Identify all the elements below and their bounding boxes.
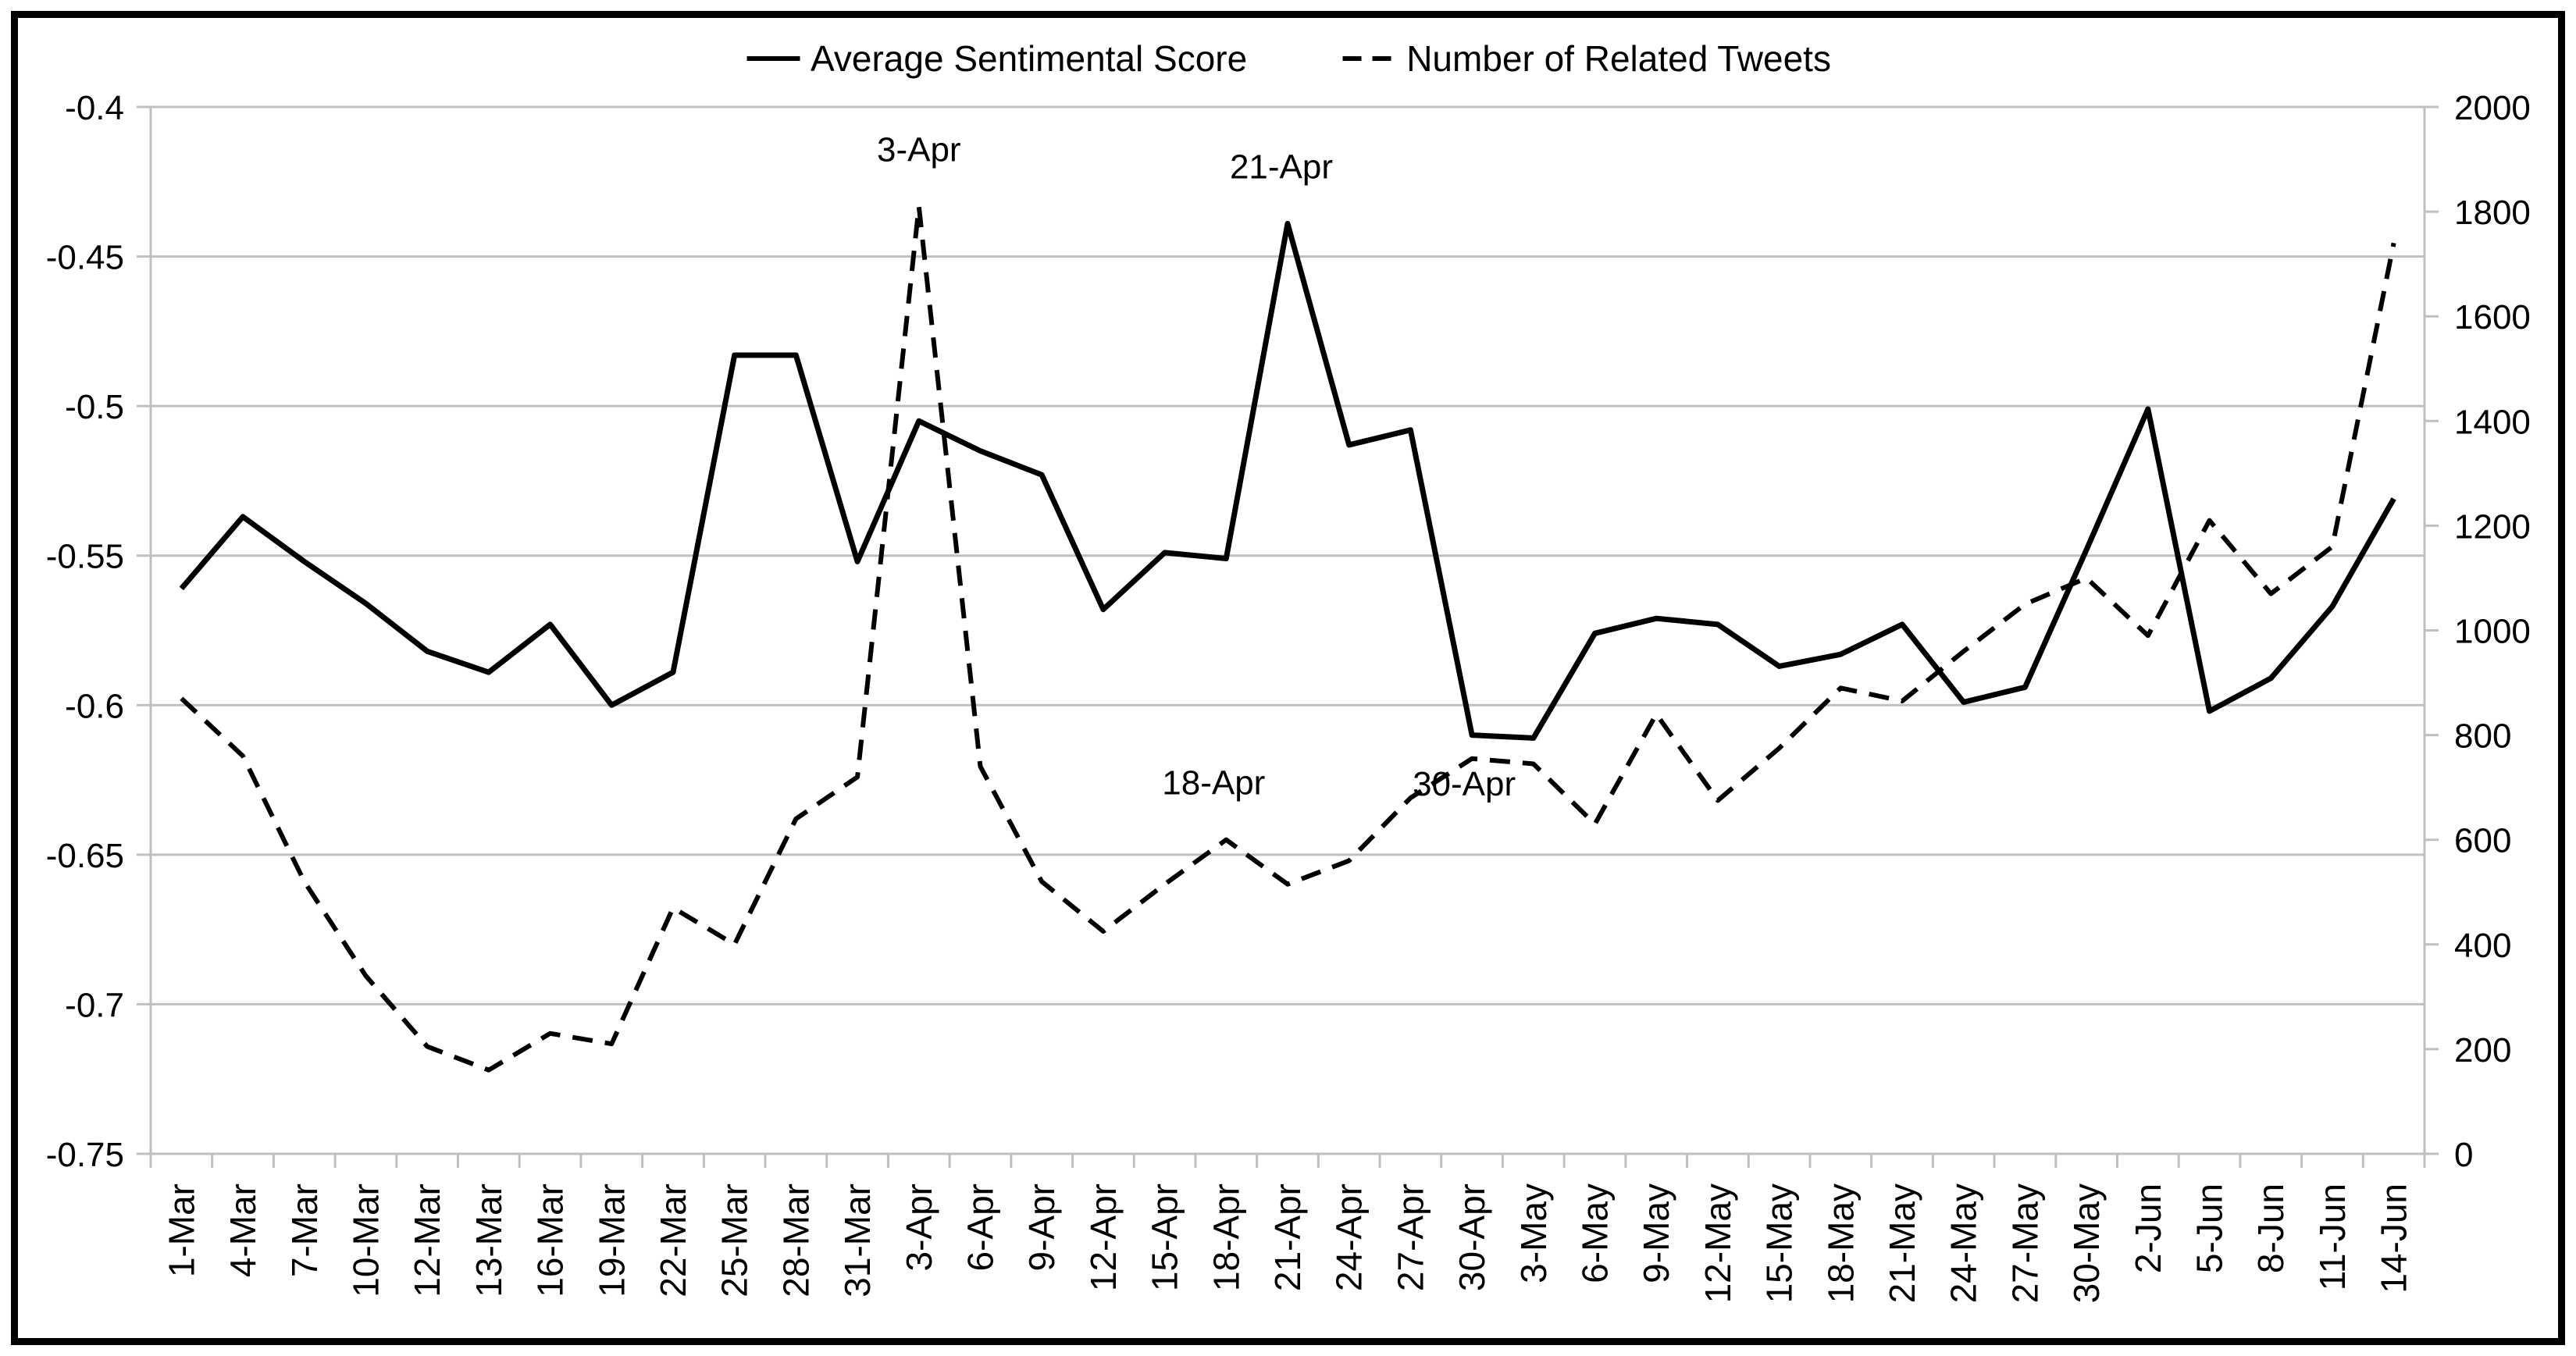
x-axis-label: 12-Mar	[407, 1183, 447, 1297]
x-axis-label: 7-Mar	[284, 1183, 325, 1277]
legend-item-tweets: Number of Related Tweets	[1341, 37, 1831, 80]
x-axis-label: 6-May	[1575, 1183, 1616, 1283]
annotation-label: 3-Apr	[877, 130, 961, 169]
left-axis-tick-label: -0.6	[65, 687, 124, 725]
annotation-label: 18-Apr	[1162, 764, 1265, 803]
right-axis-tick-label: 1400	[2454, 403, 2531, 441]
series-line-tweets	[180, 204, 2396, 1073]
left-axis-tick-label: -0.5	[65, 388, 124, 426]
right-axis-tick-label: 600	[2454, 822, 2511, 860]
x-axis-label: 25-Mar	[714, 1183, 755, 1297]
right-axis-tick-label: 0	[2454, 1136, 2473, 1174]
right-axis-tick-label: 1200	[2454, 507, 2531, 546]
x-axis-label: 2-Jun	[2128, 1183, 2168, 1273]
left-axis-tick-label: -0.45	[46, 239, 124, 277]
x-axis-label: 12-May	[1698, 1183, 1738, 1303]
x-axis-label: 15-Apr	[1145, 1183, 1185, 1291]
x-axis-label: 1-Mar	[161, 1183, 201, 1277]
annotation-label: 21-Apr	[1230, 148, 1333, 186]
x-axis-label: 19-Mar	[591, 1183, 632, 1297]
x-axis-label: 14-Jun	[2374, 1183, 2414, 1294]
left-axis-tick-label: -0.65	[46, 837, 124, 875]
x-axis-label: 4-Mar	[223, 1183, 263, 1277]
right-axis-tick-label: 1800	[2454, 194, 2531, 232]
x-axis-label: 31-Mar	[837, 1183, 878, 1297]
x-axis-label: 27-May	[2004, 1183, 2045, 1303]
x-axis-label: 3-May	[1513, 1183, 1554, 1283]
right-axis-tick-label: 1000	[2454, 613, 2531, 651]
x-axis-label: 8-Jun	[2250, 1183, 2291, 1273]
x-axis-label: 28-Mar	[775, 1183, 816, 1297]
x-axis-label: 24-May	[1944, 1183, 1984, 1303]
x-axis-label: 5-Jun	[2189, 1183, 2230, 1273]
right-axis-tick-label: 800	[2454, 717, 2511, 756]
x-axis-label: 30-May	[2066, 1183, 2107, 1303]
legend-label-tweets: Number of Related Tweets	[1406, 38, 1831, 79]
dashed-line-swatch	[1342, 56, 1396, 61]
chart-border-frame	[11, 11, 2565, 1345]
x-axis-label: 6-Apr	[960, 1183, 1000, 1271]
x-axis-label: 30-Apr	[1452, 1183, 1492, 1291]
x-axis-label: 22-Mar	[653, 1183, 693, 1297]
x-axis-label: 18-Apr	[1206, 1183, 1246, 1291]
x-axis-label: 15-May	[1759, 1183, 1800, 1303]
right-axis-tick-label: 400	[2454, 927, 2511, 965]
x-axis-label: 9-Apr	[1021, 1183, 1062, 1271]
x-axis-label: 21-May	[1882, 1183, 1922, 1303]
annotation-label: 30-Apr	[1413, 765, 1516, 803]
x-axis-label: 9-May	[1636, 1183, 1676, 1283]
right-axis-tick-label: 200	[2454, 1031, 2511, 1069]
left-axis-tick-label: -0.55	[46, 538, 124, 576]
legend-item-sentiment: Average Sentimental Score	[745, 37, 1247, 80]
x-axis-label: 13-Mar	[469, 1183, 509, 1297]
x-axis-label: 12-Apr	[1083, 1183, 1124, 1291]
series-line-sentiment	[179, 220, 2396, 741]
x-axis-label: 24-Apr	[1329, 1183, 1370, 1291]
legend-label-sentiment: Average Sentimental Score	[811, 38, 1248, 79]
x-axis-label: 16-Mar	[530, 1183, 571, 1297]
x-axis-label: 18-May	[1820, 1183, 1861, 1303]
left-axis-tick-label: -0.4	[65, 89, 124, 127]
right-axis-tick-label: 2000	[2454, 89, 2531, 127]
x-axis-label: 21-Apr	[1267, 1183, 1308, 1291]
right-axis-tick-label: 1600	[2454, 298, 2531, 336]
x-axis-label: 3-Apr	[899, 1183, 939, 1271]
left-axis-tick-label: -0.75	[46, 1136, 124, 1174]
x-axis-label: 10-Mar	[345, 1183, 386, 1297]
solid-line-swatch	[746, 56, 800, 61]
left-axis-tick-label: -0.7	[65, 986, 124, 1024]
x-axis-label: 11-Jun	[2312, 1183, 2353, 1290]
x-axis-label: 27-Apr	[1390, 1183, 1431, 1291]
legend: Average Sentimental Score Number of Rela…	[745, 37, 1831, 80]
